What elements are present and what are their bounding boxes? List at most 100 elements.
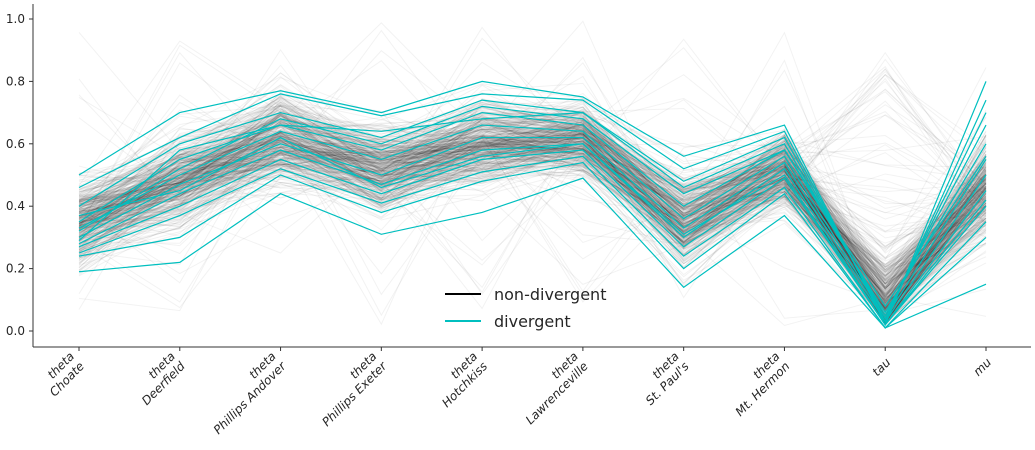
divergent-line [78, 155, 987, 329]
divergent-line [78, 80, 987, 327]
non-divergent-line [78, 153, 987, 305]
non-divergent-line [78, 139, 987, 315]
x-tick-label: thetaChoate [37, 349, 87, 399]
non-divergent-line [78, 113, 987, 325]
non-divergent-line [78, 115, 987, 289]
non-divergent-line [78, 84, 987, 273]
non-divergent-line [78, 111, 987, 319]
non-divergent-line [78, 120, 987, 260]
non-divergent-line [78, 104, 987, 326]
non-divergent-line [78, 122, 987, 299]
non-divergent-line [78, 143, 987, 324]
non-divergent-line [78, 128, 987, 320]
x-tick-label: tau [870, 355, 894, 379]
x-tick-label: thetaPhillips Exeter [309, 348, 390, 429]
non-divergent-line [78, 121, 987, 237]
non-divergent-line [78, 143, 987, 242]
non-divergent-line [78, 101, 987, 295]
non-divergent-line [78, 116, 987, 271]
non-divergent-line [78, 116, 987, 284]
non-divergent-line [78, 115, 987, 312]
non-divergent-line [78, 95, 987, 275]
non-divergent-line [78, 148, 987, 232]
non-divergent-line [78, 111, 987, 271]
legend: non-divergent divergent [445, 285, 606, 331]
non-divergent-line [78, 22, 987, 282]
non-divergent-line [78, 127, 987, 301]
non-divergent-line [78, 143, 987, 296]
non-divergent-line [78, 134, 987, 251]
non-divergent-line [78, 101, 987, 280]
non-divergent-line [78, 105, 987, 305]
non-divergent-line [78, 144, 987, 276]
non-divergent-line [78, 88, 987, 274]
non-divergent-line [78, 137, 987, 313]
non-divergent-line [78, 69, 987, 291]
x-tick-label: thetaSt. Paul's [633, 349, 692, 408]
non-divergent-line [78, 144, 987, 280]
non-divergent-line [78, 135, 987, 226]
non-divergent-line [78, 99, 987, 291]
non-divergent-line [78, 102, 987, 314]
non-divergent-line [78, 152, 987, 282]
non-divergent-line [78, 26, 987, 316]
non-divergent-line [78, 59, 987, 326]
non-divergent-line [78, 31, 987, 313]
non-divergent-line [78, 109, 987, 271]
non-divergent-line [78, 78, 987, 310]
non-divergent-line [78, 74, 987, 289]
non-divergent-line [78, 111, 987, 289]
non-divergent-line [78, 83, 987, 319]
non-divergent-line [78, 113, 987, 286]
non-divergent-line [78, 128, 987, 310]
non-divergent-line [78, 160, 987, 232]
non-divergent-line [78, 96, 987, 307]
non-divergent-line [78, 106, 987, 326]
non-divergent-line [78, 133, 987, 302]
non-divergent-line [78, 123, 987, 303]
non-divergent-line [78, 138, 987, 267]
non-divergent-line [78, 121, 987, 249]
non-divergent-line [78, 129, 987, 309]
non-divergent-line [78, 58, 987, 239]
non-divergent-line [78, 119, 987, 247]
non-divergent-line [78, 47, 987, 317]
non-divergent-line [78, 121, 987, 304]
non-divergent-line [78, 82, 987, 304]
divergent-line [78, 93, 987, 323]
non-divergent-line [78, 128, 987, 297]
non-divergent-line [78, 140, 987, 263]
non-divergent-line [78, 104, 987, 299]
non-divergent-line [78, 125, 987, 320]
non-divergent-line [78, 139, 987, 290]
non-divergent-line [78, 122, 987, 268]
non-divergent-line [78, 146, 987, 273]
y-tick-label: 1.0 [6, 12, 25, 26]
non-divergent-line [78, 70, 987, 233]
non-divergent-line [78, 119, 987, 271]
non-divergent-line [78, 20, 987, 275]
non-divergent-line [78, 145, 987, 323]
non-divergent-line [78, 124, 987, 325]
non-divergent-line [78, 40, 987, 323]
non-divergent-line [78, 150, 987, 322]
non-divergent-line [78, 104, 987, 224]
divergent-line [78, 111, 987, 314]
non-divergent-line [78, 145, 987, 297]
non-divergent-line [78, 114, 987, 289]
non-divergent-line [78, 137, 987, 309]
non-divergent-line [78, 110, 987, 263]
y-tick-label: 0.0 [6, 324, 25, 338]
non-divergent-line [78, 123, 987, 248]
non-divergent-line [78, 117, 987, 308]
non-divergent-line [78, 92, 987, 313]
non-divergent-line [78, 109, 987, 292]
non-divergent-line [78, 51, 987, 246]
divergent-line [78, 149, 987, 326]
non-divergent-line [78, 101, 987, 253]
non-divergent-line [78, 118, 987, 311]
non-divergent-line [78, 137, 987, 306]
non-divergent-line [78, 118, 987, 320]
non-divergent-line [78, 68, 987, 246]
non-divergent-line [78, 83, 987, 202]
